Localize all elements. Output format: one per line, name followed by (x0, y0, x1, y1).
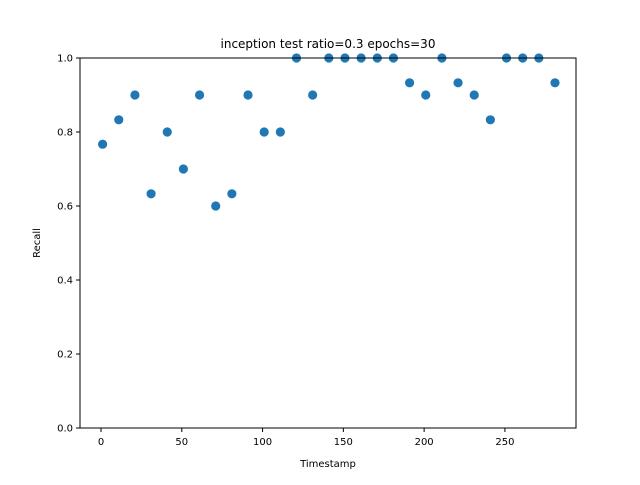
data-points (98, 53, 560, 211)
data-point (404, 78, 415, 88)
data-point (453, 78, 463, 88)
x-tick-label: 150 (334, 437, 353, 448)
y-tick-label: 0.2 (57, 350, 73, 361)
data-point (98, 139, 108, 149)
y-tick-label: 0.6 (57, 202, 73, 213)
x-tick-label: 50 (175, 437, 188, 448)
x-tick-label: 0 (98, 437, 104, 448)
y-tick-label: 0.0 (57, 424, 73, 435)
x-tick-label: 200 (415, 437, 434, 448)
chart-title: inception test ratio=0.3 epochs=30 (221, 37, 436, 51)
y-tick-label: 0.8 (57, 128, 73, 139)
data-point (178, 164, 189, 174)
data-point (130, 90, 140, 100)
data-point (162, 127, 172, 137)
y-axis-ticks: 0.0 0.2 0.4 0.6 0.8 1.0 (57, 54, 80, 435)
y-tick-label: 1.0 (57, 54, 73, 65)
data-point (550, 78, 560, 88)
data-point (469, 90, 479, 100)
data-point (243, 90, 253, 100)
y-axis-label: Recall (32, 228, 43, 258)
data-point (194, 90, 205, 100)
x-axis-label: Timestamp (299, 459, 356, 470)
data-point (485, 115, 495, 125)
plot-area-frame (79, 57, 577, 429)
y-tick-label: 0.4 (57, 276, 73, 287)
data-point (259, 127, 269, 137)
data-point (146, 189, 156, 199)
data-point (308, 90, 318, 100)
data-point (275, 127, 285, 137)
x-tick-label: 250 (495, 437, 514, 448)
x-tick-label: 100 (253, 437, 272, 448)
x-axis-ticks: 0 50 100 150 200 250 (98, 428, 514, 448)
data-point (421, 90, 431, 100)
data-point (114, 115, 124, 125)
data-point (211, 201, 221, 211)
data-point (227, 189, 237, 199)
